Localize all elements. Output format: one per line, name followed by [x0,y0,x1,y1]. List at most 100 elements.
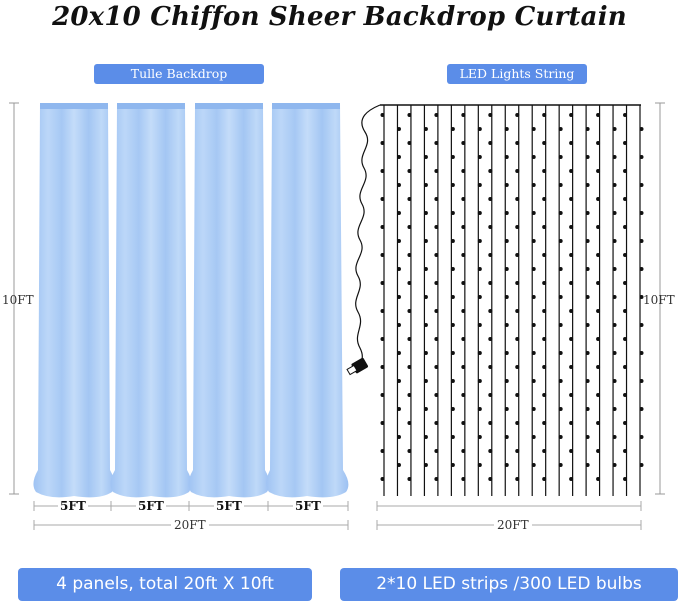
led-bulb [423,239,428,243]
panel-width-label: 5FT [58,499,88,513]
led-bulb [515,253,520,257]
led-bulb [531,463,536,467]
led-bulb [639,267,644,271]
left-height-label: 10FT [2,293,34,307]
led-bulb [434,393,439,397]
led-bulb [396,407,401,411]
led-bulb [380,337,385,341]
led-bulb [477,211,482,215]
led-bulb [639,323,644,327]
led-bulb [380,225,385,229]
led-bulb [488,337,493,341]
led-bulb [488,393,493,397]
led-bulb [542,225,547,229]
led-bulb [423,379,428,383]
usb-plug-icon [346,357,369,376]
led-bulb [488,421,493,425]
led-bulb [612,211,617,215]
led-bulb [504,407,509,411]
led-bulb [569,337,574,341]
led-bulb [504,211,509,215]
led-bulb [407,253,412,257]
led-bulb [639,463,644,467]
led-bulb [639,127,644,131]
led-bulb [569,365,574,369]
led-bulb [461,365,466,369]
led-bulb [488,365,493,369]
led-bulb [515,449,520,453]
led-bulb [477,155,482,159]
led-bulb [623,393,628,397]
led-bulb [585,211,590,215]
led-bulb [450,379,455,383]
led-bulb [396,155,401,159]
led-bulb [585,127,590,131]
led-bulb [639,407,644,411]
led-bulb [639,351,644,355]
led-bulb [596,449,601,453]
led-bulb [531,239,536,243]
led-bulb [639,155,644,159]
led-bulb [434,365,439,369]
led-bulb [423,463,428,467]
led-bulb [407,309,412,313]
curtain-panel [188,103,270,498]
led-bulb [515,477,520,481]
led-bulb [612,407,617,411]
led-bulb [596,393,601,397]
right-height-label: 10FT [643,293,675,307]
led-bulb [569,141,574,145]
led-bulb [542,253,547,257]
led-bulb [585,323,590,327]
led-bulb [450,267,455,271]
led-bulb [477,183,482,187]
led-bulb [396,323,401,327]
led-bulb [596,169,601,173]
led-bulb [596,477,601,481]
led-bulb [612,351,617,355]
led-bulb [380,197,385,201]
led-bulb [558,211,563,215]
led-bulb [504,239,509,243]
led-bulb [612,295,617,299]
led-bulb [423,155,428,159]
led-bulb [423,127,428,131]
led-bulb [407,449,412,453]
led-bulb [504,323,509,327]
led-bulb [504,379,509,383]
led-bulb [542,309,547,313]
led-bulb [423,351,428,355]
led-bulb [569,477,574,481]
led-bulb [423,183,428,187]
led-bulb [450,463,455,467]
led-bulb [542,281,547,285]
led-bulb [531,323,536,327]
led-bulbs [380,113,644,481]
led-bulb [569,197,574,201]
curtain-panel [266,103,349,498]
led-bulb [477,295,482,299]
led-bulb [569,449,574,453]
led-bulb [407,477,412,481]
led-bulb [639,435,644,439]
led-bulb [639,211,644,215]
led-bulb [515,197,520,201]
led-bulb [569,309,574,313]
led-bulb [423,267,428,271]
led-bulb [407,225,412,229]
led-bulb [612,239,617,243]
led-bulb [434,337,439,341]
led-bulb [450,295,455,299]
led-bulb [596,225,601,229]
curtain-panel [110,103,192,498]
led-bulb [407,337,412,341]
led-bulb [558,183,563,187]
led-bulb [623,365,628,369]
led-bulb [461,197,466,201]
led-bulb [477,127,482,131]
panel-width-label: 5FT [136,499,166,513]
led-bulb [612,155,617,159]
led-bulb [461,449,466,453]
led-bulb [531,267,536,271]
led-bulb [488,169,493,173]
